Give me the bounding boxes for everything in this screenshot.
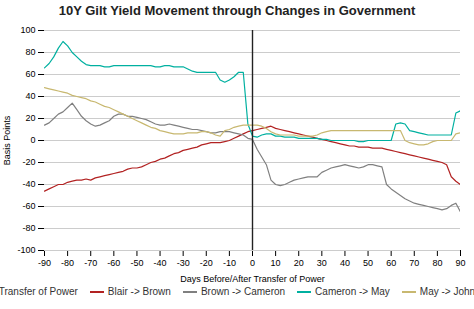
- svg-text:-80: -80: [22, 223, 35, 233]
- svg-text:0: 0: [30, 135, 35, 145]
- svg-text:20: 20: [294, 258, 304, 268]
- html-text:Blair -> Brown: Blair -> Brown: [107, 286, 171, 297]
- svg-text:-50: -50: [130, 258, 143, 268]
- svg-text:-100: -100: [17, 245, 35, 255]
- svg-text:100: 100: [20, 25, 35, 35]
- html-text:10Y Gilt Yield Movement throug: 10Y Gilt Yield Movement through Changes …: [58, 3, 416, 18]
- svg-text:80: 80: [432, 258, 442, 268]
- svg-text:-40: -40: [154, 258, 167, 268]
- svg-text:Days Before/After Transfer of: Days Before/After Transfer of Power: [180, 274, 325, 284]
- svg-text:-70: -70: [84, 258, 97, 268]
- svg-text:20: 20: [25, 113, 35, 123]
- svg-text:-20: -20: [22, 157, 35, 167]
- svg-text:40: 40: [25, 91, 35, 101]
- html-text:Cameron -> May: Cameron -> May: [315, 286, 390, 297]
- svg-text:0: 0: [250, 258, 255, 268]
- svg-text:-90: -90: [38, 258, 51, 268]
- svg-text:90: 90: [455, 258, 465, 268]
- svg-text:70: 70: [409, 258, 419, 268]
- svg-text:-30: -30: [177, 258, 190, 268]
- svg-text:60: 60: [25, 69, 35, 79]
- svg-text:60: 60: [386, 258, 396, 268]
- svg-text:-60: -60: [107, 258, 120, 268]
- svg-text:-10: -10: [223, 258, 236, 268]
- svg-text:-60: -60: [22, 201, 35, 211]
- html-text:Brown -> Cameron: Brown -> Cameron: [200, 286, 286, 297]
- svg-text:Basis Points: Basis Points: [2, 115, 12, 165]
- svg-text:30: 30: [317, 258, 327, 268]
- svg-text:50: 50: [363, 258, 373, 268]
- svg-text:40: 40: [340, 258, 350, 268]
- svg-text:80: 80: [25, 47, 35, 57]
- svg-text:-40: -40: [22, 179, 35, 189]
- svg-text:10: 10: [271, 258, 281, 268]
- svg-text:-20: -20: [200, 258, 213, 268]
- svg-text:-80: -80: [61, 258, 74, 268]
